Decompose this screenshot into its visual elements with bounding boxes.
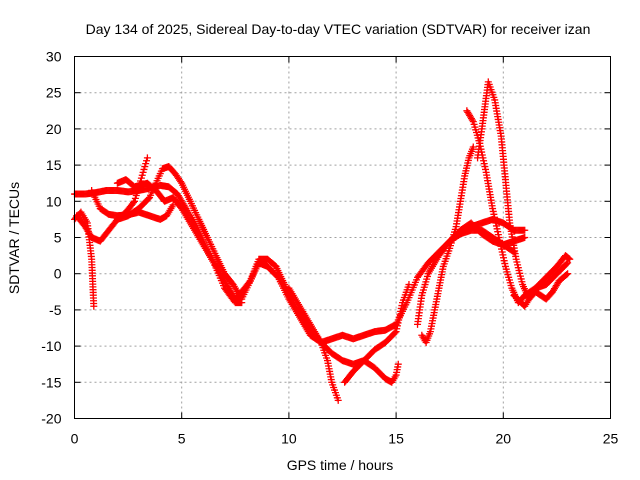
x-tick-label: 0 — [71, 431, 79, 447]
y-tick-label: 30 — [46, 49, 62, 65]
data-point — [143, 154, 151, 162]
data-point — [565, 254, 573, 262]
data-point — [334, 396, 342, 404]
series-track-6 — [113, 176, 246, 307]
series-track-7 — [285, 284, 342, 404]
y-tick-label: -10 — [41, 338, 61, 354]
series-track-13 — [510, 252, 574, 310]
y-tick-label: 25 — [46, 85, 62, 101]
data-point — [238, 299, 246, 307]
x-tick-label: 25 — [603, 431, 619, 447]
x-axis-label: GPS time / hours — [287, 457, 394, 473]
y-tick-label: 20 — [46, 121, 62, 137]
data-point — [563, 271, 571, 279]
x-tick-label: 15 — [388, 431, 404, 447]
data-point — [391, 329, 399, 337]
data-point — [129, 199, 137, 207]
y-tick-label: -20 — [41, 411, 61, 427]
x-tick-label: 10 — [281, 431, 297, 447]
y-axis-label: SDTVAR / TECUs — [6, 182, 22, 294]
series-track-5 — [113, 163, 402, 386]
y-tick-label: 0 — [54, 266, 62, 282]
data-point — [563, 260, 571, 268]
data-point — [510, 248, 518, 256]
x-tick-label: 5 — [178, 431, 186, 447]
y-tick-label: 15 — [46, 157, 62, 173]
chart-title: Day 134 of 2025, Sidereal Day-to-day VTE… — [86, 21, 591, 37]
data-point — [564, 270, 572, 278]
series-track-9 — [418, 143, 477, 346]
data-point — [90, 302, 98, 310]
data-point — [469, 143, 477, 151]
plot-frame — [74, 56, 611, 419]
data-point — [468, 116, 476, 124]
data-point — [566, 255, 574, 263]
plot-area — [71, 78, 574, 404]
data-points — [71, 78, 574, 404]
data-point — [405, 281, 413, 289]
axis-ticks: 0 5 10 15 20 25 -20 -15 -10 -5 0 5 10 15 20 25 30 — [41, 49, 618, 447]
y-tick-label: -5 — [49, 302, 62, 318]
y-tick-label: -15 — [41, 374, 61, 390]
series-track-14 — [446, 219, 518, 256]
data-point — [177, 178, 185, 186]
series-track-12 — [474, 78, 572, 303]
x-tick-label: 20 — [496, 431, 512, 447]
data-point — [394, 360, 402, 368]
y-tick-label: 10 — [46, 193, 62, 209]
y-tick-label: 5 — [54, 230, 62, 246]
data-point — [521, 226, 529, 234]
series-track-8 — [341, 281, 413, 386]
data-point — [509, 247, 517, 255]
data-point — [521, 234, 529, 241]
